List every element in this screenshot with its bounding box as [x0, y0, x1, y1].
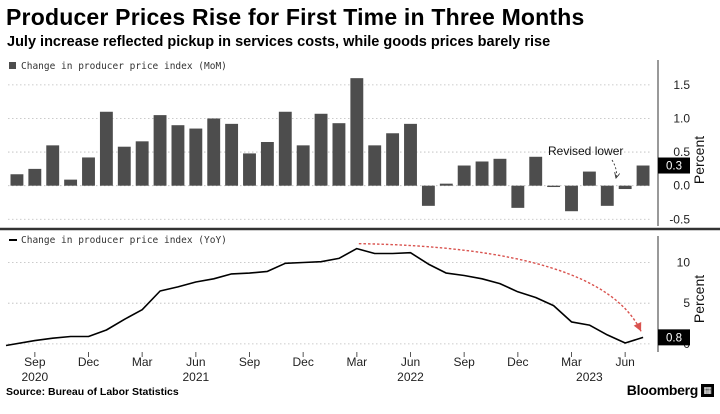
x-tick-label: Jun [186, 355, 205, 369]
mom-bar [439, 183, 453, 186]
mom-bar [332, 123, 346, 186]
chart-subtitle: July increase reflected pickup in servic… [7, 34, 551, 50]
x-tick-label: Dec [78, 355, 99, 369]
mom-legend-label: Change in producer price index (MoM) [21, 61, 227, 72]
x-axis: Sep Dec Mar Jun Sep Dec Mar Jun Sep Dec Mar Jun 2020… [21, 352, 635, 384]
brand-logo: Bloomberg [626, 382, 699, 398]
mom-bar [350, 78, 364, 186]
mom-bar [547, 185, 561, 188]
mom-annotation-label: Revised lower [548, 144, 623, 158]
source-note: Source: Bureau of Labor Statistics [6, 386, 179, 398]
mom-bar [404, 123, 417, 186]
mom-bar [278, 111, 292, 186]
mom-bar [582, 171, 596, 186]
yoy-trend-arrow [358, 242, 642, 332]
mom-bar [99, 111, 113, 186]
yoy-y-tick-label: 5 [683, 296, 690, 310]
mom-bar [296, 145, 310, 186]
x-tick-label: Mar [346, 355, 367, 369]
x-tick-label: Jun [615, 355, 634, 369]
mom-bar [529, 156, 543, 186]
mom-y-tick-label: 0.0 [673, 179, 690, 193]
mom-y-tick-label: 0.5 [673, 145, 690, 159]
mom-bar [189, 128, 203, 186]
mom-bar [493, 158, 507, 186]
yoy-series-line [5, 247, 644, 347]
mom-bar [135, 141, 149, 186]
mom-bar [314, 113, 328, 186]
x-year-label: 2022 [397, 370, 424, 384]
mom-bar [10, 174, 24, 186]
mom-bar [28, 168, 42, 186]
mom-bar [260, 142, 274, 186]
mom-bar [565, 185, 578, 212]
mom-bar [636, 165, 650, 186]
yoy-line-panel: 0510Change in producer price index (YoY)… [5, 235, 707, 352]
x-tick-label: Dec [507, 355, 528, 369]
mom-bar [82, 157, 95, 186]
mom-bar [600, 185, 614, 206]
yoy-last-value-label: 0.8 [666, 332, 682, 344]
mom-bar [457, 165, 471, 186]
x-year-label: 2020 [21, 370, 48, 384]
mom-last-value-label: 0.3 [666, 161, 682, 173]
mom-bar [618, 185, 632, 190]
x-tick-label: Sep [24, 355, 46, 369]
bloomberg-mark-icon: ▦ [701, 384, 714, 397]
mom-bar [243, 153, 256, 186]
x-tick-label: Mar [561, 355, 582, 369]
mom-bar [64, 179, 78, 186]
mom-bar [207, 118, 221, 186]
mom-bar-panel: -0.5 0.0 0.5 1.0 1.5 Change in producer price… [8, 60, 707, 226]
x-tick-label: Jun [401, 355, 420, 369]
x-tick-label: Sep [239, 355, 261, 369]
chart-title: Producer Prices Rise for First Time in T… [6, 4, 585, 30]
x-tick-label: Mar [132, 355, 153, 369]
mom-bar [46, 145, 60, 186]
mom-y-axis-title: Percent [691, 136, 707, 184]
mom-bar [117, 146, 131, 186]
yoy-legend-label: Change in producer price index (YoY) [21, 235, 227, 246]
mom-bar [386, 133, 400, 186]
mom-bar [511, 185, 525, 208]
mom-bar [421, 185, 435, 206]
x-tick-label: Dec [292, 355, 313, 369]
x-year-label: 2021 [182, 370, 209, 384]
yoy-last-value-badge [658, 329, 690, 346]
x-year-label: 2023 [576, 370, 603, 384]
mom-last-value-badge [658, 157, 690, 174]
mom-bar [368, 145, 382, 186]
mom-bar [171, 125, 185, 186]
mom-y-tick-label: 1.5 [673, 78, 690, 92]
mom-annotation-arrow [611, 159, 617, 178]
yoy-y-tick-label: 10 [677, 255, 691, 269]
mom-y-tick-label: -0.5 [669, 212, 690, 226]
mom-legend-swatch [9, 62, 16, 69]
mom-y-tick-label: 1.0 [673, 111, 690, 125]
yoy-y-axis-title: Percent [691, 275, 707, 323]
mom-bar [475, 161, 489, 186]
mom-bar [225, 123, 239, 186]
mom-bar [153, 115, 167, 186]
x-tick-label: Sep [453, 355, 475, 369]
